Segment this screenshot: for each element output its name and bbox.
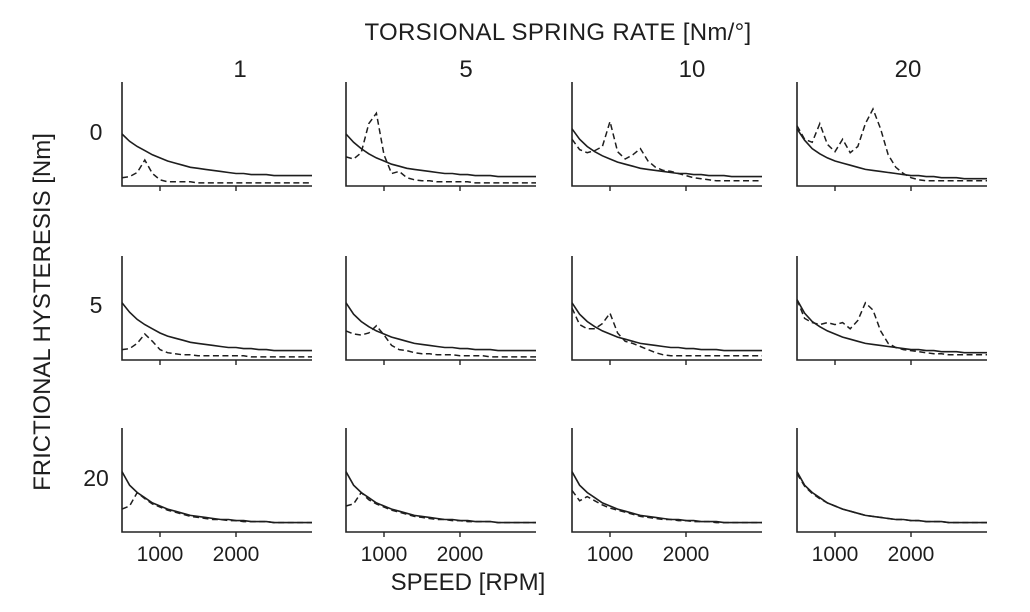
panel-row-5-col-1: [121, 256, 312, 365]
column-label-10: 10: [679, 56, 706, 83]
x-tick-label: 1000: [361, 543, 408, 566]
panel-row-0-col-20: [796, 82, 987, 191]
column-label-1: 1: [233, 56, 246, 83]
panel-axes: [345, 256, 536, 361]
x-tick-label: 2000: [663, 543, 710, 566]
panel-row-5-col-5: [345, 256, 536, 365]
solid-series-line: [571, 471, 762, 524]
panel-axes: [345, 82, 536, 187]
panel-grid: [121, 82, 987, 537]
panel-row-20-col-10: [571, 428, 762, 537]
solid-series-line: [345, 471, 536, 524]
dashed-series-line: [345, 491, 536, 524]
chart-title: TORSIONAL SPRING RATE [Nm/°]: [365, 19, 752, 46]
dashed-series-line: [345, 111, 536, 184]
dashed-series-line: [345, 324, 536, 358]
panel-axes: [571, 256, 762, 361]
column-label-5: 5: [459, 56, 472, 83]
x-tick-label: 2000: [213, 543, 260, 566]
panel-row-20-col-5: [345, 428, 536, 537]
x-tick-label: 1000: [137, 543, 184, 566]
dashed-series-line: [571, 118, 762, 182]
x-axis-title: SPEED [RPM]: [391, 569, 546, 596]
solid-series-line: [796, 471, 987, 524]
solid-series-line: [121, 302, 312, 352]
solid-series-line: [121, 133, 312, 177]
panel-axes: [796, 82, 987, 187]
solid-series-line: [571, 302, 762, 352]
row-label-0: 0: [90, 119, 103, 145]
panel-row-0-col-1: [121, 82, 312, 191]
panel-axes: [796, 428, 987, 533]
dashed-series-line: [571, 307, 762, 357]
solid-series-line: [345, 133, 536, 178]
panel-axes: [121, 82, 312, 187]
dashed-series-line: [796, 299, 987, 356]
panel-row-20-col-1: [121, 428, 312, 537]
panel-axes: [796, 256, 987, 361]
panel-row-5-col-10: [571, 256, 762, 365]
x-tick-label: 2000: [888, 543, 935, 566]
x-tick-labels: 1000 2000 1000 2000 1000 2000 1000 2000: [137, 543, 935, 566]
panel-axes: [121, 256, 312, 361]
solid-series-line: [571, 128, 762, 178]
solid-series-line: [796, 128, 987, 180]
solid-series-line: [796, 299, 987, 354]
dashed-series-line: [796, 107, 987, 182]
dashed-series-line: [121, 332, 312, 358]
panel-axes: [571, 428, 762, 533]
panel-row-20-col-20: [796, 428, 987, 537]
dashed-series-line: [571, 489, 762, 524]
x-tick-label: 1000: [587, 543, 634, 566]
panel-axes: [121, 428, 312, 533]
solid-series-line: [121, 471, 312, 524]
column-labels: 1 5 10 20: [233, 56, 921, 83]
row-label-20: 20: [83, 465, 109, 491]
y-axis-title: FRICTIONAL HYSTERESIS [Nm]: [29, 133, 56, 491]
x-tick-label: 1000: [812, 543, 859, 566]
panel-row-5-col-20: [796, 256, 987, 365]
dashed-series-line: [796, 473, 987, 524]
panel-axes: [345, 428, 536, 533]
dashed-series-line: [121, 158, 312, 184]
row-label-5: 5: [90, 292, 103, 318]
x-tick-label: 2000: [437, 543, 484, 566]
solid-series-line: [345, 302, 536, 352]
panel-row-0-col-5: [345, 82, 536, 191]
row-labels: 0 5 20: [83, 119, 109, 491]
panel-row-0-col-10: [571, 82, 762, 191]
column-label-20: 20: [895, 56, 922, 83]
panel-axes: [571, 82, 762, 187]
dashed-series-line: [121, 491, 312, 524]
